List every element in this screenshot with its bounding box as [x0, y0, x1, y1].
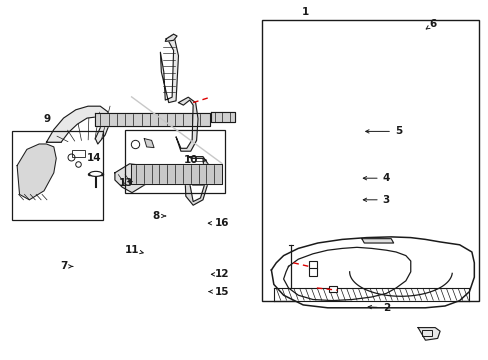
Polygon shape — [160, 34, 178, 103]
Polygon shape — [144, 139, 154, 148]
Text: 15: 15 — [209, 287, 229, 297]
Polygon shape — [417, 328, 439, 340]
Polygon shape — [46, 106, 110, 144]
Polygon shape — [283, 247, 410, 301]
Bar — [308, 268, 316, 276]
Bar — [261, 20, 478, 301]
Text: 3: 3 — [363, 195, 389, 205]
Text: 2: 2 — [367, 303, 389, 313]
Bar — [421, 330, 431, 336]
Bar — [124, 130, 224, 193]
Text: 11: 11 — [124, 245, 143, 255]
Polygon shape — [271, 237, 473, 308]
Bar — [72, 150, 84, 157]
Text: 4: 4 — [363, 173, 389, 183]
Bar — [12, 131, 102, 220]
Text: 9: 9 — [44, 114, 51, 124]
Ellipse shape — [89, 171, 102, 176]
Polygon shape — [95, 113, 210, 126]
Text: 8: 8 — [153, 211, 165, 221]
Polygon shape — [131, 164, 222, 184]
Polygon shape — [165, 34, 177, 41]
Text: 14: 14 — [87, 153, 102, 163]
Text: 1: 1 — [302, 6, 308, 17]
Polygon shape — [176, 97, 198, 151]
Text: 7: 7 — [60, 261, 73, 271]
Text: 12: 12 — [211, 269, 229, 279]
Text: 10: 10 — [183, 155, 206, 165]
Polygon shape — [115, 164, 149, 193]
Polygon shape — [17, 144, 56, 200]
Bar — [328, 286, 336, 292]
Bar — [308, 261, 316, 269]
Text: 5: 5 — [365, 126, 401, 136]
Polygon shape — [184, 157, 209, 205]
Polygon shape — [131, 96, 222, 164]
Text: 13: 13 — [119, 178, 133, 188]
Text: 6: 6 — [425, 19, 435, 30]
Polygon shape — [211, 112, 234, 122]
Text: 16: 16 — [208, 218, 229, 228]
Polygon shape — [361, 239, 393, 243]
